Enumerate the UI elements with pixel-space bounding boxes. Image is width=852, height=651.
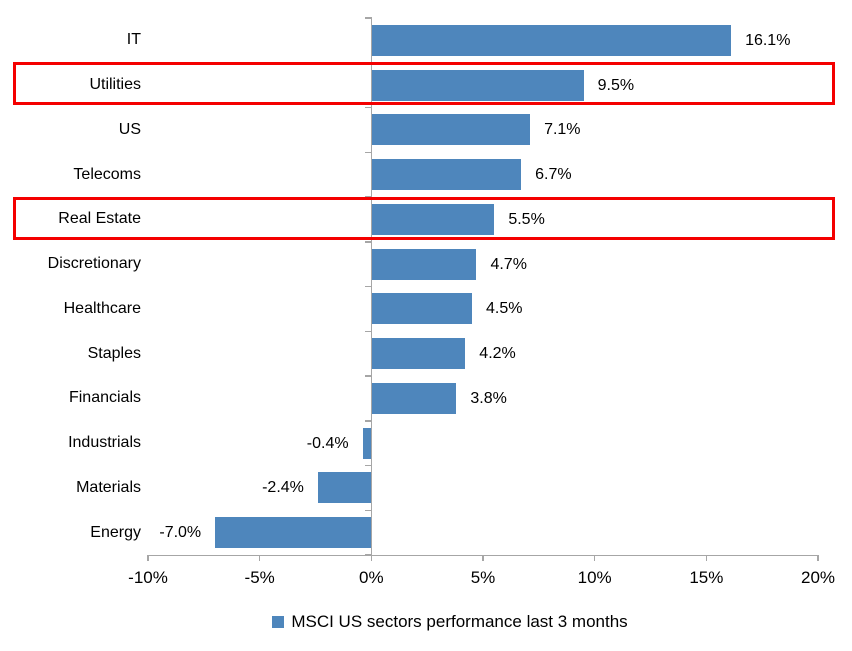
x-axis-tick: [705, 555, 708, 561]
value-label: 4.7%: [490, 255, 527, 273]
bar: [371, 248, 477, 280]
value-label: -2.4%: [262, 479, 304, 497]
bar: [371, 159, 522, 191]
value-label: 9.5%: [597, 76, 635, 94]
bar: [371, 114, 531, 146]
legend-label: MSCI US sectors performance last 3 month…: [291, 612, 628, 631]
bar: [371, 69, 584, 101]
bar: [317, 472, 372, 504]
x-axis-tick: [593, 555, 596, 561]
y-axis-tick: [364, 330, 372, 332]
category-label: Utilities: [89, 76, 141, 94]
x-axis-tick: [482, 555, 484, 561]
x-axis-tick-label: 20%: [800, 568, 836, 587]
category-label: Real Estate: [58, 210, 141, 228]
x-axis-tick-label: 10%: [577, 568, 612, 587]
y-axis-tick: [364, 151, 372, 153]
value-label: 3.8%: [470, 389, 507, 407]
value-label: 4.2%: [479, 345, 516, 363]
bar: [362, 427, 372, 459]
x-axis-tick: [258, 555, 261, 561]
y-axis-tick: [364, 106, 372, 109]
bar: [371, 24, 732, 56]
category-label: Healthcare: [63, 299, 141, 317]
legend-swatch-icon: [272, 616, 285, 628]
x-axis-tick-label: 15%: [689, 568, 724, 587]
x-axis-tick-label: -10%: [128, 568, 168, 587]
bar: [371, 203, 495, 235]
x-axis-tick: [370, 555, 373, 561]
highlight-box: [13, 196, 835, 240]
x-axis-tick-label: 0%: [359, 568, 384, 587]
value-label: 16.1%: [745, 31, 791, 49]
highlight-box: [13, 62, 835, 106]
x-axis-tick-label: -5%: [244, 568, 275, 587]
y-axis-tick: [364, 17, 372, 19]
x-axis-tick: [147, 555, 149, 561]
bar: [371, 382, 457, 414]
category-label: US: [118, 120, 141, 138]
value-label: 5.5%: [508, 210, 545, 228]
value-label: -7.0%: [159, 524, 202, 542]
y-axis-tick: [364, 375, 372, 377]
category-label: Materials: [76, 478, 141, 496]
x-axis-tick-label: 5%: [470, 568, 496, 587]
x-axis-tick: [817, 555, 819, 561]
category-label: Telecoms: [73, 165, 141, 183]
category-label: IT: [126, 31, 141, 49]
bar: [371, 293, 472, 325]
y-axis-tick: [364, 241, 372, 243]
bar: [371, 338, 466, 370]
bar: [215, 517, 372, 549]
value-label: 7.1%: [544, 121, 581, 139]
category-label: Discretionary: [47, 255, 141, 273]
category-label: Financials: [68, 389, 141, 407]
category-label: Staples: [87, 344, 141, 362]
y-axis-tick: [364, 464, 372, 467]
value-label: -0.4%: [306, 434, 349, 452]
category-label: Industrials: [68, 434, 141, 452]
y-axis-line: [370, 18, 373, 561]
y-axis-tick: [364, 554, 372, 556]
legend: MSCI US sectors performance last 3 month…: [0, 608, 852, 636]
y-axis-tick: [364, 285, 372, 288]
value-label: 6.7%: [535, 166, 572, 184]
category-label: Energy: [90, 523, 141, 541]
y-axis-tick: [364, 509, 372, 511]
value-label: 4.5%: [486, 300, 523, 318]
y-axis-tick: [364, 420, 372, 422]
